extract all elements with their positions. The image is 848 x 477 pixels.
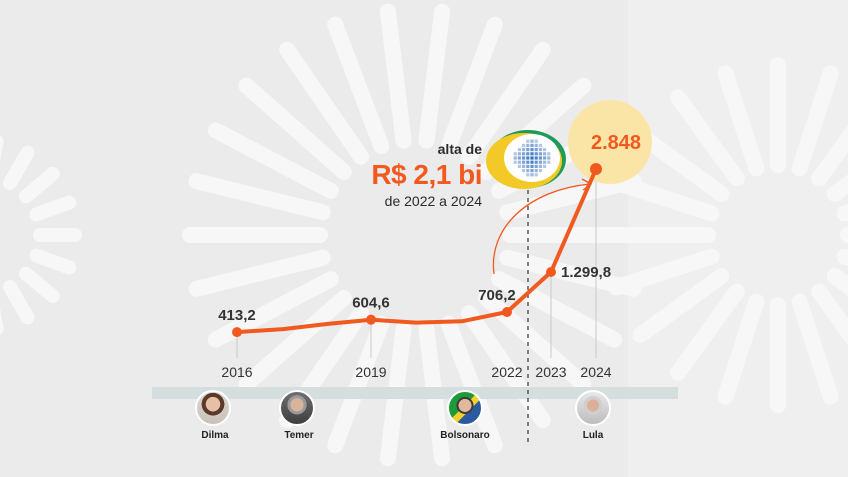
background-rays-right [600,57,848,413]
data-point-2019 [366,314,376,325]
temer-photo [279,390,315,426]
x-tick-labels: 2016 2019 2022 2023 2024 [221,364,611,380]
x-tick-2022: 2022 [491,364,522,380]
bolsonaro-photo [447,390,483,426]
data-points [232,163,602,338]
annotation-prefix: alta de [437,141,482,157]
increase-annotation: alta de R$ 2,1 bi de 2022 a 2024 [300,140,482,210]
highlight-circle [568,100,652,184]
lula-photo [575,390,611,426]
data-point-2023 [546,267,556,277]
president-name-lula: Lula [582,430,604,441]
data-label-2023: 1.299,8 [561,264,611,281]
annotation-suffix: de 2022 a 2024 [384,193,482,209]
president-name-temer: Temer [284,430,314,441]
data-label-2022: 706,2 [478,287,516,304]
x-tick-2024: 2024 [580,364,611,380]
annotation-arrow [492,183,591,275]
data-label-2016: 413,2 [218,307,256,324]
data-labels: 413,2 604,6 706,2 1.299,8 2.848 [218,132,641,324]
x-tick-2016: 2016 [221,364,252,380]
data-label-2024: 2.848 [591,132,641,154]
annotation-amount: R$ 2,1 bi [371,159,482,190]
data-point-2024 [590,163,602,175]
series-line [235,167,598,335]
year-guides [236,169,597,358]
x-tick-2019: 2019 [355,364,386,380]
background-rays-far-left [0,135,82,335]
data-point-2016 [232,327,242,338]
x-tick-2023: 2023 [535,364,566,380]
data-point-2022 [502,307,512,317]
inss-logo [486,130,566,189]
president-name-bolsonaro: Bolsonaro [440,430,490,441]
dilma-photo [195,390,231,426]
annotation-arrowhead [581,178,593,191]
president-name-dilma: Dilma [201,430,229,441]
data-label-2019: 604,6 [352,295,390,312]
